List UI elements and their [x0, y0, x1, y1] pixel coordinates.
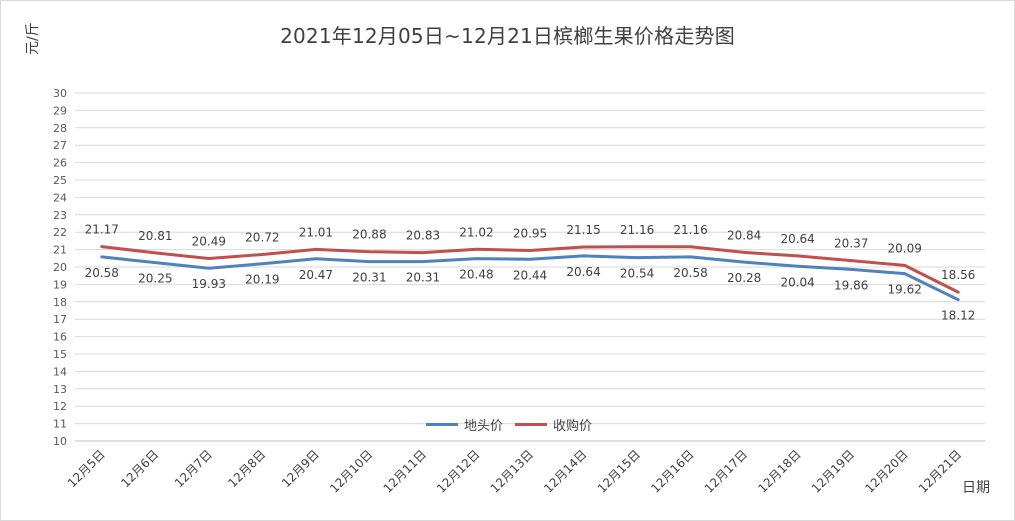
- y-tick-label: 30: [53, 87, 67, 100]
- data-label: 20.47: [299, 268, 333, 282]
- x-tick-label: 12月19日: [809, 447, 857, 495]
- series-line-2: [100, 245, 960, 294]
- x-tick-label: 12月16日: [648, 447, 696, 495]
- data-label: 20.28: [727, 271, 761, 285]
- y-tick-label: 22: [53, 226, 67, 239]
- legend-item-series-1: 地头价: [426, 415, 503, 434]
- data-label: 20.44: [513, 268, 547, 282]
- x-tick-label: 12月20日: [862, 447, 910, 495]
- x-tick-label: 12月11日: [381, 447, 429, 495]
- data-label: 20.88: [352, 228, 386, 242]
- data-label: 21.17: [85, 223, 119, 237]
- data-label: 20.31: [352, 271, 386, 285]
- chart-title: 2021年12月05日~12月21日槟榔生果价格走势图: [280, 24, 735, 48]
- data-label: 20.31: [406, 271, 440, 285]
- data-label: 19.86: [834, 278, 868, 292]
- y-tick-label: 16: [53, 331, 67, 344]
- x-tick-label: 12月6日: [118, 447, 161, 490]
- data-label: 21.01: [299, 225, 333, 239]
- data-label: 20.54: [620, 267, 654, 281]
- x-axis-label: 日期: [962, 480, 990, 496]
- legend-item-series-2: 收购价: [515, 415, 592, 434]
- data-label: 20.25: [138, 272, 172, 286]
- data-label: 20.58: [673, 266, 707, 280]
- x-tick-label: 12月12日: [434, 447, 482, 495]
- y-tick-label: 10: [53, 435, 67, 448]
- y-tick-label: 23: [53, 209, 67, 222]
- legend-swatch-series-2: [515, 423, 548, 426]
- y-tick-label: 24: [53, 191, 67, 204]
- x-tick-label: 12月9日: [279, 447, 322, 490]
- data-label: 20.49: [192, 234, 226, 248]
- data-label: 20.72: [245, 230, 279, 244]
- y-tick-label: 27: [53, 139, 67, 152]
- data-label: 20.64: [780, 232, 814, 246]
- data-label: 20.95: [513, 226, 547, 240]
- data-label: 20.81: [138, 229, 172, 243]
- series-line-1: [100, 254, 960, 302]
- data-label: 18.12: [941, 309, 975, 323]
- data-label: 20.84: [727, 228, 761, 242]
- y-tick-label: 12: [53, 400, 67, 413]
- data-label: 20.83: [406, 229, 440, 243]
- data-label: 20.04: [780, 275, 814, 289]
- y-tick-label: 21: [53, 244, 67, 257]
- data-label: 21.16: [673, 223, 707, 237]
- y-tick-label: 17: [53, 313, 67, 326]
- data-label: 20.37: [834, 237, 868, 251]
- y-tick-label: 25: [53, 174, 67, 187]
- x-tick-label: 12月14日: [541, 447, 589, 495]
- data-label: 20.19: [245, 273, 279, 287]
- data-label: 20.58: [85, 266, 119, 280]
- legend-label-series-1: 地头价: [464, 419, 504, 434]
- data-label: 21.16: [620, 223, 654, 237]
- data-label: 20.64: [566, 265, 600, 279]
- x-tick-label: 12月17日: [702, 447, 750, 495]
- x-tick-label: 12月8日: [225, 447, 268, 490]
- legend-label-series-2: 收购价: [553, 419, 593, 434]
- legend-swatch-series-1: [426, 423, 458, 426]
- x-tick-label: 12月7日: [172, 447, 215, 490]
- y-tick-label: 28: [53, 122, 67, 135]
- y-tick-label: 26: [53, 157, 67, 170]
- y-tick-label: 18: [53, 296, 67, 309]
- y-tick-label: 15: [53, 348, 67, 361]
- x-tick-label: 12月15日: [595, 447, 643, 495]
- x-tick-label: 12月10日: [327, 447, 375, 495]
- y-tick-label: 29: [53, 104, 67, 117]
- data-label: 21.02: [459, 225, 493, 239]
- data-label: 20.48: [459, 268, 493, 282]
- data-label: 18.56: [941, 268, 975, 282]
- x-tick-label: 12月18日: [755, 447, 803, 495]
- y-tick-label: 11: [53, 418, 67, 431]
- x-tick-label: 12月13日: [488, 447, 536, 495]
- y-tick-label: 13: [53, 383, 67, 396]
- y-tick-label: 20: [53, 261, 67, 274]
- data-label: 19.62: [888, 283, 922, 297]
- x-tick-label: 12月5日: [65, 447, 108, 490]
- data-label: 19.93: [192, 277, 226, 291]
- y-tick-label: 19: [53, 278, 67, 291]
- legend: 地头价 收购价: [426, 415, 604, 434]
- y-tick-label: 14: [53, 365, 67, 378]
- data-label: 20.09: [888, 241, 922, 255]
- data-label: 21.15: [566, 223, 600, 237]
- x-tick-label: 12月21日: [916, 447, 964, 495]
